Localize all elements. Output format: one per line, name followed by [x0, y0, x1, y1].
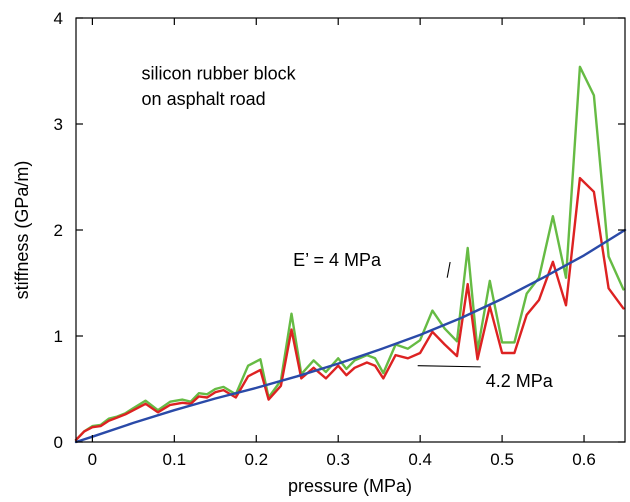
series-line-2: [74, 228, 627, 444]
x-tick-label: 0.4: [408, 450, 432, 469]
y-tick-label: 3: [54, 115, 63, 134]
x-tick-label: 0: [88, 450, 97, 469]
annotation-pointer: [446, 261, 451, 278]
x-tick-label: 0.1: [163, 450, 187, 469]
x-tick-label: 0.6: [572, 450, 596, 469]
annotation-text: 4.2 MPa: [486, 371, 554, 391]
x-tick-label: 0.5: [490, 450, 514, 469]
ticks-layer: 0 0.1 0.2 0.3 0.4 0.5 0.6 0 1 2 3 4: [54, 9, 625, 469]
y-axis-title: stiffness (GPa/m): [12, 161, 32, 300]
annotation-text: on asphalt road: [142, 89, 266, 109]
series-layer: [74, 65, 627, 444]
y-tick-label: 0: [54, 433, 63, 452]
x-tick-label: 0.3: [326, 450, 350, 469]
annotation-text: silicon rubber block: [142, 63, 297, 83]
x-axis-title: pressure (MPa): [288, 476, 412, 496]
annotation-text: E’ = 4 MPa: [293, 250, 382, 270]
y-tick-label: 1: [54, 327, 63, 346]
series-line-1: [74, 176, 625, 442]
annotation-layer: silicon rubber block on asphalt road E’ = …: [142, 63, 554, 390]
y-tick-label: 2: [54, 221, 63, 240]
y-tick-label: 4: [54, 9, 63, 28]
x-tick-label: 0.2: [244, 450, 268, 469]
series-line-0: [74, 65, 625, 442]
annotation-pointer: [417, 365, 481, 368]
